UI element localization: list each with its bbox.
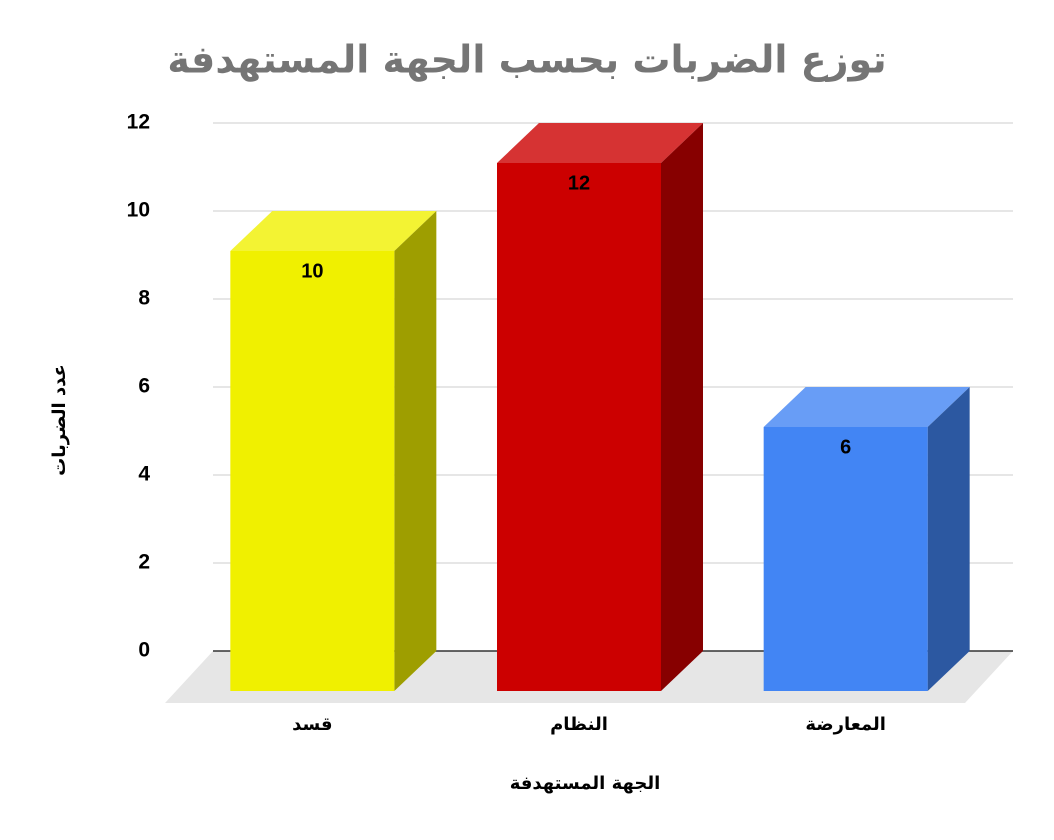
bar-top [497,123,703,163]
bar-top [230,211,437,251]
bar [763,427,928,691]
y-axis-label: عدد الضربات [49,364,70,476]
bar [497,163,661,691]
value-label: 6 [840,436,851,458]
bar-side [927,387,970,691]
x-tick-label: النظام [550,714,608,735]
x-axis-label: الجهة المستهدفة [510,773,661,794]
y-tick-label: 2 [138,551,150,574]
x-tick-label: المعارضة [805,714,886,735]
y-tick-label: 8 [138,287,150,310]
y-tick-label: 4 [138,463,150,486]
bar-side [394,211,437,691]
value-label: 12 [568,172,590,194]
y-tick-label: 0 [138,639,150,662]
y-tick-label: 6 [138,375,150,398]
value-label: 10 [301,260,323,282]
bar-top [763,387,970,427]
y-tick-label: 12 [127,111,150,134]
x-tick-label: قسد [292,714,333,735]
bar [230,251,395,691]
y-tick-label: 10 [127,199,150,222]
chart-title: توزع الضربات بحسب الجهة المستهدفة [167,38,886,82]
bar-side [661,123,703,691]
